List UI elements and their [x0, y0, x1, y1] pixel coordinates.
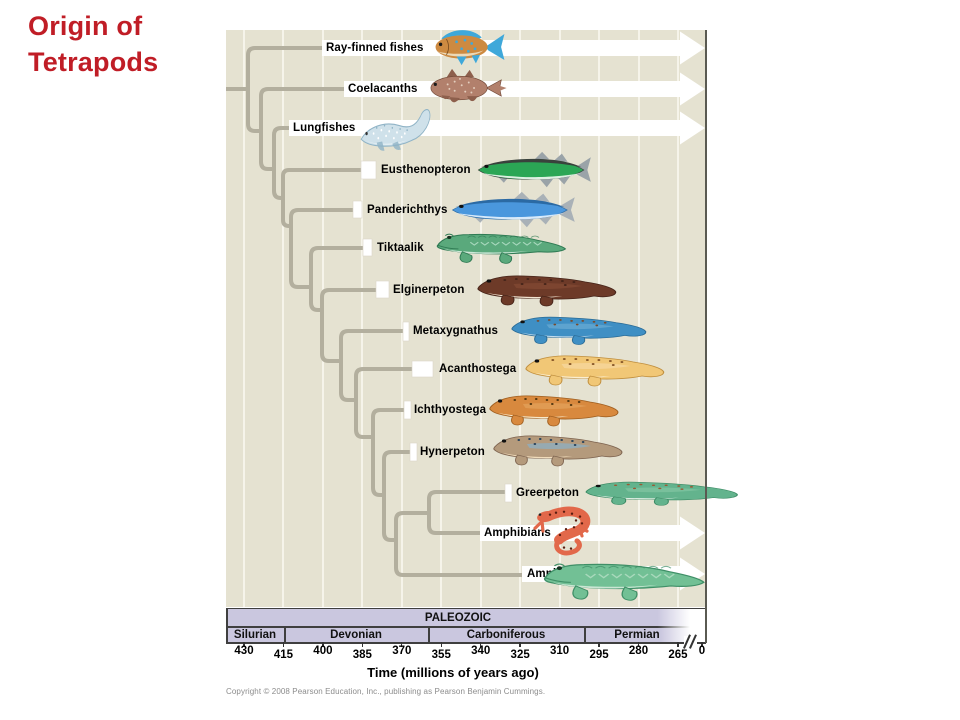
taxon-label-tiktaalik: Tiktaalik	[377, 242, 424, 254]
time-tick-295	[598, 642, 600, 647]
gridline	[282, 30, 285, 607]
gridline	[519, 30, 522, 607]
era-band: PALEOZOIC	[226, 609, 690, 626]
time-tick-label-400: 400	[313, 645, 333, 657]
time-tick-label-265: 265	[668, 649, 688, 661]
period-boundary-1	[428, 626, 430, 642]
taxon-label-ray-finned-fishes: Ray-finned fishes	[326, 42, 424, 54]
taxon-label-hynerpeton: Hynerpeton	[420, 446, 485, 458]
period-cell-silurian: Silurian	[226, 627, 284, 642]
time-tick-265	[677, 642, 679, 647]
time-tick-310	[558, 642, 561, 647]
period-cell-permian: Permian	[584, 627, 690, 642]
taxon-label-ichthyostega: Ichthyostega	[414, 404, 487, 416]
time-tick-label-385: 385	[352, 649, 372, 661]
page-title-line2: Tetrapods	[28, 47, 159, 77]
panel-right-border	[705, 30, 707, 643]
gridline	[440, 30, 443, 607]
animal-illustration-panderichthys	[451, 191, 575, 228]
gridline	[400, 30, 403, 607]
time-axis-line	[226, 642, 706, 644]
animal-illustration-eusthenopteron	[477, 151, 591, 188]
gridline	[243, 30, 245, 607]
time-tick-label-370: 370	[392, 645, 412, 657]
taxon-label-eusthenopteron: Eusthenopteron	[381, 164, 471, 176]
animal-illustration-acanthostega	[525, 355, 665, 387]
gridline	[637, 30, 640, 607]
gridline	[321, 30, 324, 607]
time-axis-label: Time (millions of years ago)	[367, 665, 539, 680]
time-tick-label-280: 280	[628, 645, 649, 657]
taxon-label-elginerpeton: Elginerpeton	[393, 284, 465, 296]
time-tick-355	[440, 642, 442, 647]
period-cell-devonian: Devonian	[284, 627, 428, 642]
animal-illustration-elginerpeton	[477, 275, 617, 307]
page-title: Origin of Tetrapods	[28, 8, 158, 80]
period-boundary-2	[584, 626, 586, 642]
time-tick-label-340: 340	[471, 645, 491, 657]
time-tick-label-430: 430	[234, 645, 254, 657]
animal-illustration-metaxygnathus	[511, 316, 647, 345]
time-tick-385	[361, 642, 364, 647]
animal-illustration-greerpeton	[585, 481, 738, 506]
time-tick-415	[282, 642, 285, 647]
page-title-line1: Origin of	[28, 11, 143, 41]
copyright-text: Copyright © 2008 Pearson Education, Inc.…	[226, 687, 546, 696]
animal-illustration-ray-finned-fishes	[435, 30, 505, 66]
time-tick-430	[243, 642, 245, 647]
time-tick-label-310: 310	[550, 645, 570, 657]
time-tick-370	[401, 642, 403, 647]
era-period-separator	[226, 626, 690, 628]
time-tick-label-0: 0	[698, 645, 706, 657]
animal-illustration-hynerpeton	[493, 435, 623, 467]
time-tick-label-295: 295	[589, 649, 609, 661]
time-tick-400	[322, 642, 324, 647]
taxon-label-metaxygnathus: Metaxygnathus	[413, 325, 499, 337]
time-tick-label-355: 355	[431, 649, 451, 661]
taxon-label-coelacanths: Coelacanths	[348, 83, 418, 95]
animal-illustration-lungfishes	[360, 109, 431, 151]
taxon-label-lungfishes: Lungfishes	[293, 122, 356, 134]
period-cell-carboniferous: Carboniferous	[428, 627, 584, 642]
gridline	[598, 30, 601, 607]
time-tick-280	[637, 642, 640, 647]
timeline-top-border	[226, 607, 706, 610]
period-boundary-0	[284, 626, 286, 642]
time-tick-label-325: 325	[510, 649, 530, 661]
time-tick-0	[701, 642, 703, 647]
time-tick-325	[519, 642, 521, 647]
animal-illustration-ichthyostega	[489, 395, 619, 427]
taxon-label-amphibians: Amphibians	[484, 527, 551, 539]
taxon-label-acanthostega: Acanthostega	[439, 363, 517, 375]
animal-illustration-amphibians	[533, 506, 591, 556]
timeline-left-border	[226, 608, 228, 642]
gridline	[479, 30, 482, 607]
gridline	[676, 30, 679, 607]
time-tick-340	[480, 642, 482, 647]
taxon-label-panderichthys: Panderichthys	[367, 204, 448, 216]
time-tick-label-415: 415	[273, 649, 294, 661]
taxon-label-greerpeton: Greerpeton	[516, 487, 579, 499]
animal-illustration-coelacanths	[430, 68, 507, 103]
animal-illustration-tiktaalik	[436, 233, 567, 264]
animal-illustration-amniotes	[543, 563, 705, 601]
